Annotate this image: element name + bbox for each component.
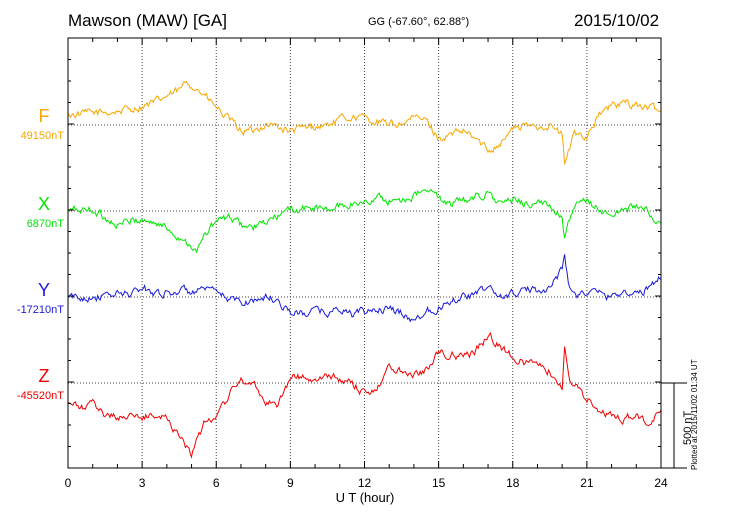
- x-axis-label: U T (hour): [336, 490, 395, 505]
- plot-frame: [67, 37, 662, 469]
- x-tick-label: 21: [580, 476, 594, 490]
- x-tick-label: 24: [654, 476, 668, 490]
- x-tick-label: 18: [506, 476, 520, 490]
- series-line-x: [67, 189, 662, 254]
- series-label-f: F: [38, 106, 50, 126]
- x-tick-labels: 0 3 6 9 12 15 18 21 24: [65, 476, 668, 490]
- series-line-z: [67, 331, 662, 459]
- grid-lines: [68, 38, 661, 468]
- series-layer: [67, 80, 662, 459]
- x-tick-label: 6: [213, 476, 220, 490]
- station-title: Mawson (MAW) [GA]: [68, 11, 227, 30]
- x-tick-label: 15: [432, 476, 446, 490]
- baseline-label-f: 49150nT: [20, 130, 64, 142]
- series-label-y: Y: [37, 280, 50, 300]
- scale-bar: 500 nT: [661, 382, 694, 469]
- baseline-label-x: 6870nT: [26, 218, 64, 230]
- series-label-z: Z: [38, 366, 50, 386]
- baseline-label-z: -45520nT: [16, 390, 64, 402]
- baseline-label-y: -17210nT: [16, 304, 64, 316]
- plot-date: 2015/10/02: [574, 11, 660, 30]
- series-label-x: X: [37, 194, 50, 214]
- x-tick-label: 0: [65, 476, 72, 490]
- coordinates: GG (-67.60°, 62.88°): [368, 16, 470, 28]
- x-tick-label: 9: [287, 476, 294, 490]
- x-tick-label: 12: [358, 476, 372, 490]
- axis-ticks: [67, 37, 662, 469]
- series-line-f: [67, 80, 662, 165]
- series-line-y: [67, 254, 662, 323]
- plotted-timestamp: Plotted at 2015/11/02 01:34 UT: [690, 359, 699, 470]
- scale-bar-label: 500 nT: [682, 410, 694, 445]
- x-tick-label: 3: [139, 476, 146, 490]
